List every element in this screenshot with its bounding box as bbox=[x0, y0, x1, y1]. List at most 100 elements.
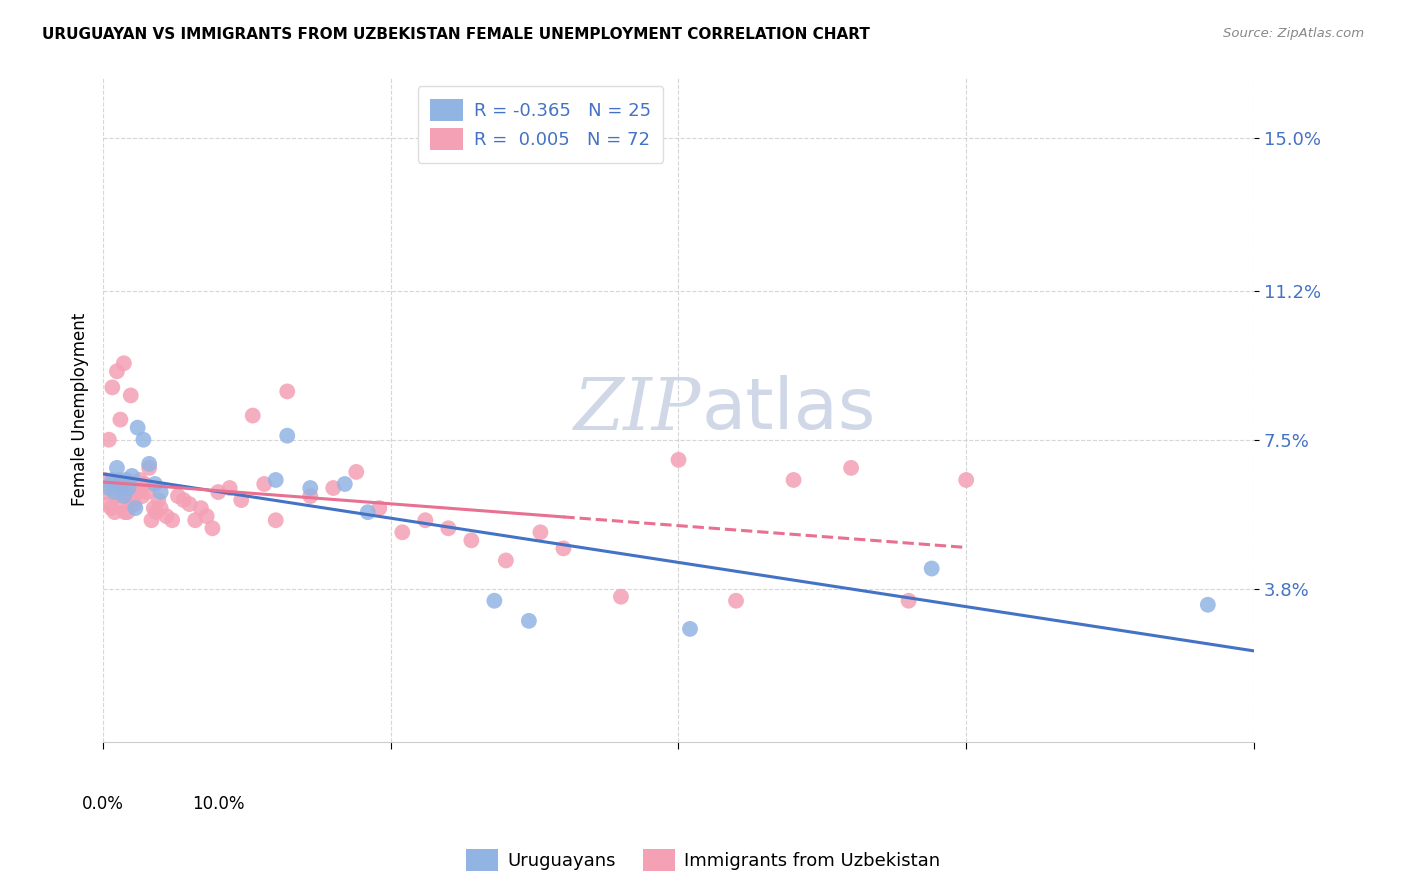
Point bbox=[97, 433, 120, 447]
Point bbox=[529, 525, 551, 540]
Point bbox=[98, 481, 121, 495]
Point bbox=[101, 380, 124, 394]
Point bbox=[118, 489, 141, 503]
Point bbox=[391, 525, 413, 540]
Point bbox=[122, 497, 145, 511]
Y-axis label: Female Unemployment: Female Unemployment bbox=[72, 313, 89, 506]
Point bbox=[437, 521, 460, 535]
Point bbox=[104, 485, 127, 500]
Legend: Uruguayans, Immigrants from Uzbekistan: Uruguayans, Immigrants from Uzbekistan bbox=[458, 842, 948, 879]
Point bbox=[148, 493, 170, 508]
Point bbox=[138, 461, 160, 475]
Text: 10.0%: 10.0% bbox=[193, 795, 245, 813]
Point bbox=[117, 481, 139, 495]
Point bbox=[299, 489, 322, 503]
Point bbox=[121, 493, 143, 508]
Point bbox=[97, 497, 120, 511]
Text: atlas: atlas bbox=[702, 375, 876, 444]
Point bbox=[135, 485, 157, 500]
Point bbox=[333, 477, 356, 491]
Point bbox=[299, 481, 322, 495]
Point bbox=[127, 485, 149, 500]
Point bbox=[127, 420, 149, 434]
Point bbox=[138, 457, 160, 471]
Point bbox=[264, 513, 287, 527]
Point bbox=[184, 513, 207, 527]
Point bbox=[110, 412, 132, 426]
Point bbox=[122, 477, 145, 491]
Point bbox=[495, 553, 517, 567]
Point bbox=[108, 473, 131, 487]
Point bbox=[103, 477, 125, 491]
Point bbox=[124, 501, 146, 516]
Point bbox=[105, 461, 128, 475]
Point bbox=[115, 473, 138, 487]
Text: 0.0%: 0.0% bbox=[82, 795, 124, 813]
Point bbox=[218, 481, 240, 495]
Point bbox=[134, 477, 156, 491]
Point bbox=[155, 509, 177, 524]
Point bbox=[105, 364, 128, 378]
Point bbox=[173, 493, 195, 508]
Point bbox=[201, 521, 224, 535]
Point bbox=[839, 461, 862, 475]
Point bbox=[112, 489, 135, 503]
Point bbox=[344, 465, 367, 479]
Point bbox=[231, 493, 253, 508]
Point bbox=[104, 505, 127, 519]
Point bbox=[97, 481, 120, 495]
Point bbox=[142, 501, 165, 516]
Point bbox=[143, 477, 166, 491]
Point bbox=[117, 505, 139, 519]
Text: ZIP: ZIP bbox=[574, 375, 702, 445]
Point bbox=[149, 485, 172, 500]
Point bbox=[111, 485, 134, 500]
Point bbox=[179, 497, 201, 511]
Point bbox=[145, 505, 167, 519]
Point bbox=[96, 485, 118, 500]
Point bbox=[460, 533, 482, 548]
Point bbox=[357, 505, 380, 519]
Point bbox=[724, 593, 747, 607]
Point bbox=[897, 593, 920, 607]
Point bbox=[167, 489, 190, 503]
Point bbox=[1197, 598, 1219, 612]
Point bbox=[117, 481, 139, 495]
Point bbox=[679, 622, 702, 636]
Point bbox=[112, 356, 135, 370]
Point bbox=[115, 485, 138, 500]
Point bbox=[124, 481, 146, 495]
Point bbox=[276, 428, 298, 442]
Point bbox=[253, 477, 276, 491]
Point bbox=[782, 473, 804, 487]
Point bbox=[110, 477, 132, 491]
Point bbox=[101, 473, 124, 487]
Point bbox=[94, 473, 117, 487]
Point bbox=[207, 485, 229, 500]
Point bbox=[110, 497, 132, 511]
Point bbox=[415, 513, 437, 527]
Point bbox=[517, 614, 540, 628]
Point bbox=[668, 453, 690, 467]
Point bbox=[149, 501, 172, 516]
Point bbox=[276, 384, 298, 399]
Point bbox=[195, 509, 218, 524]
Point bbox=[610, 590, 633, 604]
Point bbox=[107, 481, 129, 495]
Point bbox=[141, 513, 163, 527]
Point bbox=[160, 513, 183, 527]
Point bbox=[104, 489, 127, 503]
Point bbox=[921, 561, 943, 575]
Point bbox=[242, 409, 264, 423]
Point bbox=[955, 473, 977, 487]
Point bbox=[121, 469, 143, 483]
Text: Source: ZipAtlas.com: Source: ZipAtlas.com bbox=[1223, 27, 1364, 40]
Point bbox=[368, 501, 391, 516]
Point bbox=[131, 489, 153, 503]
Point bbox=[120, 388, 142, 402]
Point bbox=[100, 501, 122, 516]
Point bbox=[190, 501, 212, 516]
Point bbox=[484, 593, 506, 607]
Point bbox=[132, 433, 155, 447]
Point bbox=[264, 473, 287, 487]
